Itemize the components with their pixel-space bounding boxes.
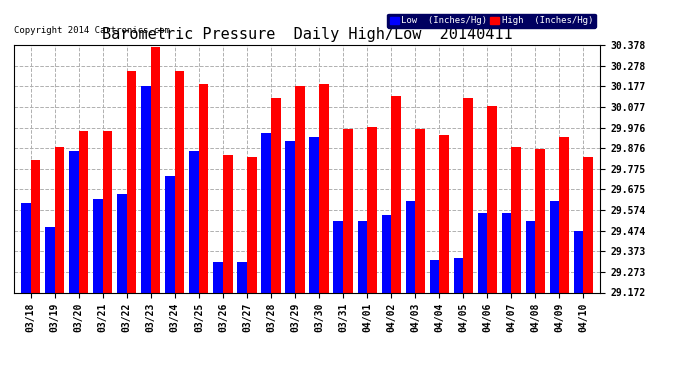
Bar (319, 84, 328, 292)
Bar (526, 221, 535, 292)
Title: Barometric Pressure  Daily High/Low  20140411: Barometric Pressure Daily High/Low 20140… (101, 27, 513, 42)
Bar (574, 231, 584, 292)
Bar (463, 98, 473, 292)
Bar (117, 194, 127, 292)
Bar (333, 221, 343, 292)
Bar (30, 159, 40, 292)
Bar (247, 158, 257, 292)
Bar (127, 71, 137, 292)
Bar (237, 262, 247, 292)
Bar (477, 213, 487, 292)
Bar (21, 202, 30, 292)
Bar (55, 147, 64, 292)
Bar (535, 149, 545, 292)
Bar (430, 260, 440, 292)
Bar (141, 86, 151, 292)
Bar (406, 201, 415, 292)
Bar (309, 137, 319, 292)
Bar (511, 147, 521, 292)
Bar (79, 131, 88, 292)
Bar (584, 158, 593, 292)
Bar (367, 127, 377, 292)
Bar (295, 86, 305, 292)
Bar (343, 129, 353, 292)
Bar (151, 46, 160, 292)
Bar (550, 201, 560, 292)
Bar (560, 137, 569, 292)
Bar (391, 96, 401, 292)
Bar (502, 213, 511, 292)
Bar (103, 131, 112, 292)
Bar (189, 151, 199, 292)
Bar (487, 106, 497, 292)
Text: Copyright 2014 Cartronics.com: Copyright 2014 Cartronics.com (14, 26, 170, 35)
Bar (199, 84, 208, 292)
Bar (223, 155, 233, 292)
Bar (213, 262, 223, 292)
Bar (382, 215, 391, 292)
Bar (454, 258, 463, 292)
Bar (45, 227, 55, 292)
Bar (357, 221, 367, 292)
Bar (271, 98, 281, 292)
Bar (262, 133, 271, 292)
Bar (165, 176, 175, 292)
Bar (415, 129, 425, 292)
Bar (440, 135, 449, 292)
Legend: Low  (Inches/Hg), High  (Inches/Hg): Low (Inches/Hg), High (Inches/Hg) (387, 13, 595, 28)
Bar (69, 151, 79, 292)
Bar (286, 141, 295, 292)
Bar (175, 71, 184, 292)
Bar (93, 198, 103, 292)
